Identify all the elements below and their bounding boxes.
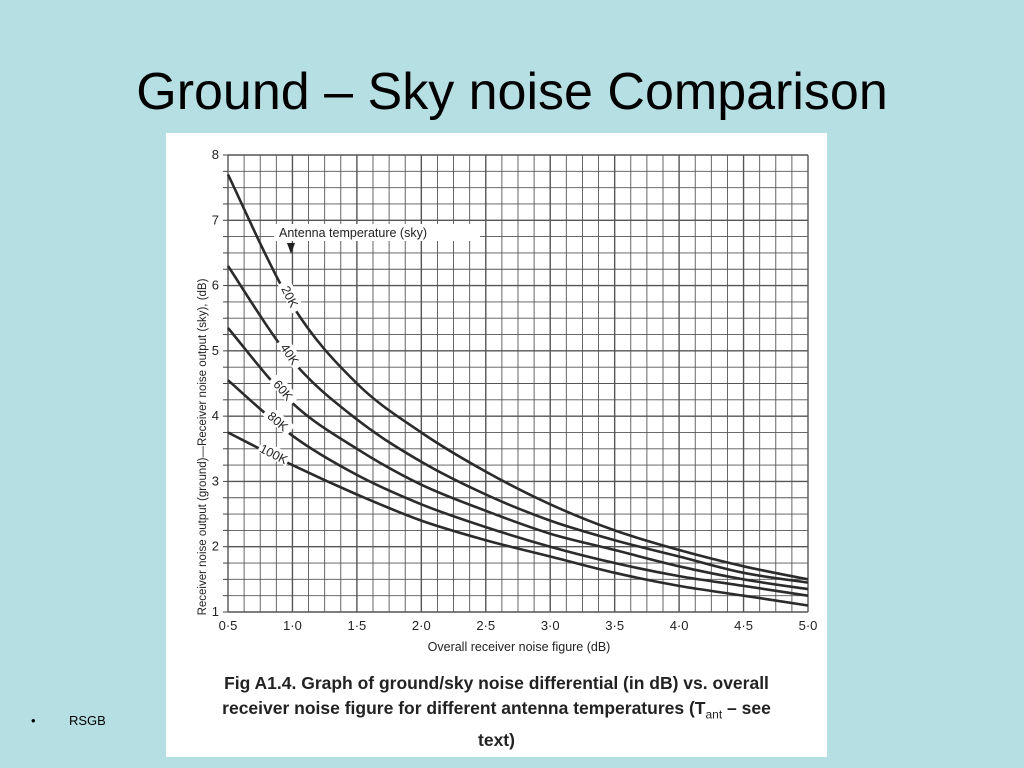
y-tick-label: 8: [212, 147, 219, 162]
caption-line-3: text): [478, 729, 515, 750]
legend-box: [274, 224, 480, 241]
caption-line-2: receiver noise figure for different ante…: [166, 696, 827, 728]
y-tick-label: 5: [212, 343, 219, 358]
series-label-bg: [277, 278, 304, 314]
x-tick-label: 5·0: [799, 618, 818, 633]
x-tick-label: 4·0: [670, 618, 689, 633]
caption-line-1: Fig A1.4. Graph of ground/sky noise diff…: [224, 673, 769, 693]
y-tick-label: 6: [212, 278, 219, 293]
y-axis-label: Receiver noise output (ground)—Receiver …: [197, 278, 209, 615]
bullet-icon: •: [31, 713, 36, 728]
y-tick-label: 4: [212, 408, 219, 423]
legend-pointer-icon: [287, 243, 295, 254]
y-tick-labels: 1 2 3 4 5 6 7 8: [212, 147, 219, 619]
bullet-text: RSGB: [69, 713, 106, 728]
series-line-100k: [227, 431, 809, 607]
x-tick-label: 3·0: [541, 618, 560, 633]
series-line-60k: [227, 327, 809, 591]
y-tick-label: 1: [212, 604, 219, 619]
series-line-40k: [226, 265, 809, 584]
x-tick-label: 2·5: [476, 618, 495, 633]
series-label-bg: [276, 336, 306, 371]
x-tick-label: 3·5: [605, 618, 624, 633]
slide-title: Ground – Sky noise Comparison: [136, 63, 888, 121]
figure-caption: Fig A1.4. Graph of ground/sky noise diff…: [166, 671, 827, 753]
series-line-80k: [227, 379, 809, 597]
x-tick-label: 2·0: [412, 618, 431, 633]
y-tick-label: 3: [212, 473, 219, 488]
series-label-bg: [268, 373, 300, 406]
x-tick-label: 1·5: [347, 618, 366, 633]
noise-chart: 0·5 1·0 1·5 2·0 2·5 3·0 3·5 4·0 4·5 5·0 12345678 …: [197, 147, 818, 654]
series-lines: [226, 174, 809, 607]
caption-line-2-post: – see: [722, 698, 771, 718]
series-label-bg: [257, 440, 292, 467]
x-tick-label: 0·5: [219, 618, 238, 633]
x-axis-label: Overall receiver noise figure (dB): [428, 640, 611, 654]
legend-title: Antenna temperature (sky): [279, 226, 427, 240]
x-tick-label: 4·5: [734, 618, 753, 633]
caption-line-2-pre: receiver noise figure for different ante…: [222, 698, 706, 718]
x-tick-label: 1·0: [283, 618, 302, 633]
series-label-bg: [262, 405, 295, 436]
series-line-20k: [226, 174, 809, 581]
caption-subscript: ant: [705, 707, 723, 722]
x-tick-labels: 0·5 1·0 1·5 2·0 2·5 3·0 3·5 4·0 4·5 5·0: [219, 618, 818, 633]
y-tick-label: 2: [212, 539, 219, 554]
y-tick-label: 7: [212, 212, 219, 227]
